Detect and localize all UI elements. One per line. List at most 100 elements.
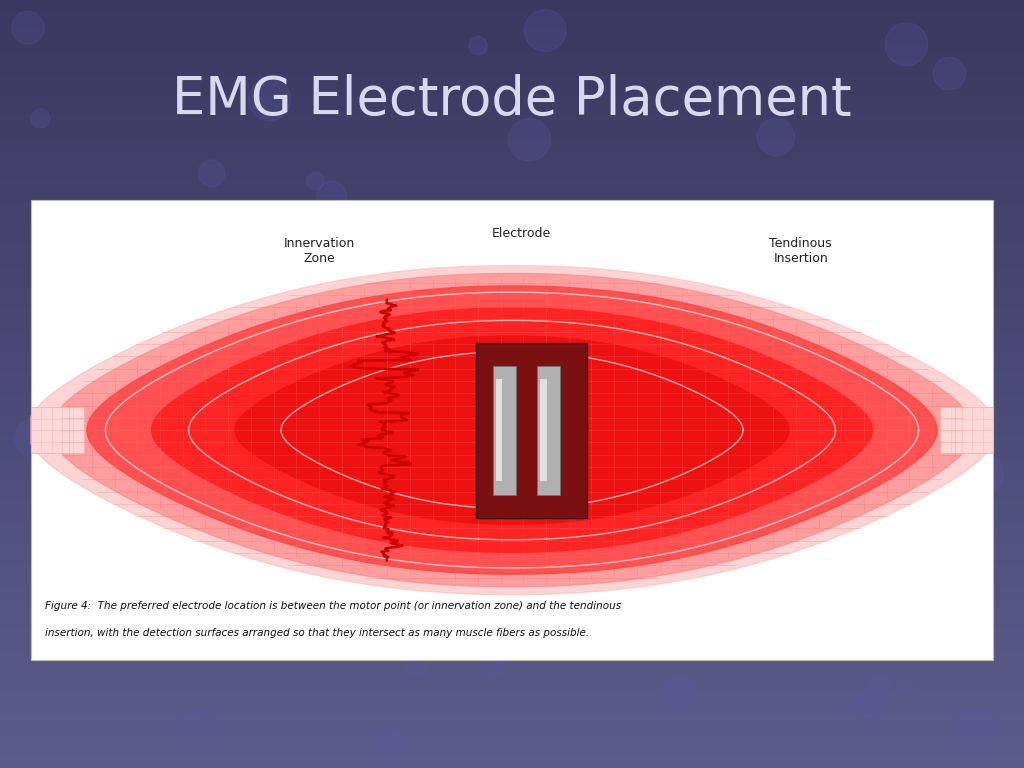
- Bar: [0, 346, 1024, 348]
- Bar: [0, 571, 1024, 574]
- Bar: [0, 374, 1024, 376]
- Circle shape: [898, 681, 913, 698]
- Bar: [0, 627, 1024, 630]
- Bar: [0, 286, 1024, 290]
- Bar: [0, 284, 1024, 286]
- Bar: [0, 389, 1024, 392]
- Bar: [0, 584, 1024, 586]
- Bar: [0, 425, 1024, 428]
- Bar: [0, 676, 1024, 678]
- Text: EMG Electrode Placement: EMG Electrode Placement: [172, 74, 852, 126]
- Bar: [0, 300, 1024, 302]
- Circle shape: [518, 407, 548, 437]
- Bar: [0, 356, 1024, 359]
- Bar: [0, 512, 1024, 515]
- Bar: [0, 435, 1024, 438]
- Bar: [0, 359, 1024, 361]
- Circle shape: [636, 284, 669, 316]
- Bar: [0, 240, 1024, 243]
- Bar: [0, 317, 1024, 320]
- Bar: [0, 578, 1024, 581]
- Bar: [0, 182, 1024, 184]
- Bar: [0, 561, 1024, 563]
- Bar: [0, 376, 1024, 379]
- Bar: [0, 412, 1024, 415]
- Bar: [0, 691, 1024, 694]
- Bar: [0, 528, 1024, 530]
- Bar: [0, 704, 1024, 707]
- Bar: [0, 415, 1024, 417]
- Bar: [0, 492, 1024, 494]
- Bar: [0, 340, 1024, 343]
- Bar: [0, 468, 1024, 471]
- Bar: [0, 230, 1024, 233]
- Bar: [0, 701, 1024, 704]
- Bar: [0, 697, 1024, 699]
- Bar: [0, 210, 1024, 213]
- Bar: [0, 668, 1024, 670]
- Circle shape: [424, 344, 451, 370]
- Bar: [0, 251, 1024, 253]
- Bar: [0, 263, 1024, 266]
- Bar: [940, 407, 993, 453]
- Bar: [0, 509, 1024, 512]
- Bar: [0, 745, 1024, 747]
- Circle shape: [68, 582, 110, 624]
- Bar: [0, 397, 1024, 399]
- Circle shape: [732, 475, 750, 492]
- Bar: [0, 399, 1024, 402]
- Bar: [0, 604, 1024, 607]
- Circle shape: [762, 607, 788, 634]
- Circle shape: [306, 172, 325, 190]
- Bar: [0, 451, 1024, 453]
- Bar: [0, 261, 1024, 263]
- Bar: [0, 156, 1024, 159]
- Bar: [0, 566, 1024, 568]
- Bar: [0, 650, 1024, 653]
- Bar: [0, 581, 1024, 584]
- Bar: [0, 369, 1024, 371]
- Bar: [0, 179, 1024, 182]
- Bar: [0, 591, 1024, 594]
- Circle shape: [643, 490, 664, 510]
- Bar: [0, 64, 1024, 67]
- Bar: [0, 630, 1024, 632]
- Bar: [0, 555, 1024, 558]
- Bar: [0, 643, 1024, 645]
- Circle shape: [526, 314, 544, 332]
- Circle shape: [602, 445, 631, 473]
- Bar: [0, 515, 1024, 517]
- Circle shape: [962, 453, 1004, 496]
- Bar: [0, 48, 1024, 51]
- Bar: [0, 98, 1024, 100]
- Bar: [0, 92, 1024, 94]
- Circle shape: [11, 12, 44, 44]
- Bar: [0, 586, 1024, 589]
- Bar: [0, 443, 1024, 445]
- Bar: [0, 717, 1024, 720]
- Circle shape: [508, 118, 551, 161]
- Polygon shape: [152, 308, 872, 552]
- Circle shape: [941, 633, 957, 649]
- Bar: [0, 41, 1024, 44]
- Polygon shape: [87, 286, 937, 574]
- Circle shape: [698, 246, 724, 271]
- Bar: [0, 714, 1024, 717]
- Bar: [0, 213, 1024, 215]
- Bar: [0, 215, 1024, 217]
- Bar: [0, 760, 1024, 763]
- Bar: [0, 670, 1024, 674]
- Circle shape: [442, 290, 486, 333]
- Bar: [0, 538, 1024, 540]
- Bar: [0, 458, 1024, 461]
- Bar: [0, 763, 1024, 766]
- Bar: [0, 269, 1024, 271]
- Bar: [0, 246, 1024, 248]
- Bar: [0, 343, 1024, 346]
- Circle shape: [406, 654, 427, 675]
- Bar: [0, 681, 1024, 684]
- Circle shape: [249, 78, 291, 121]
- Bar: [0, 305, 1024, 307]
- Bar: [0, 743, 1024, 745]
- Bar: [0, 545, 1024, 548]
